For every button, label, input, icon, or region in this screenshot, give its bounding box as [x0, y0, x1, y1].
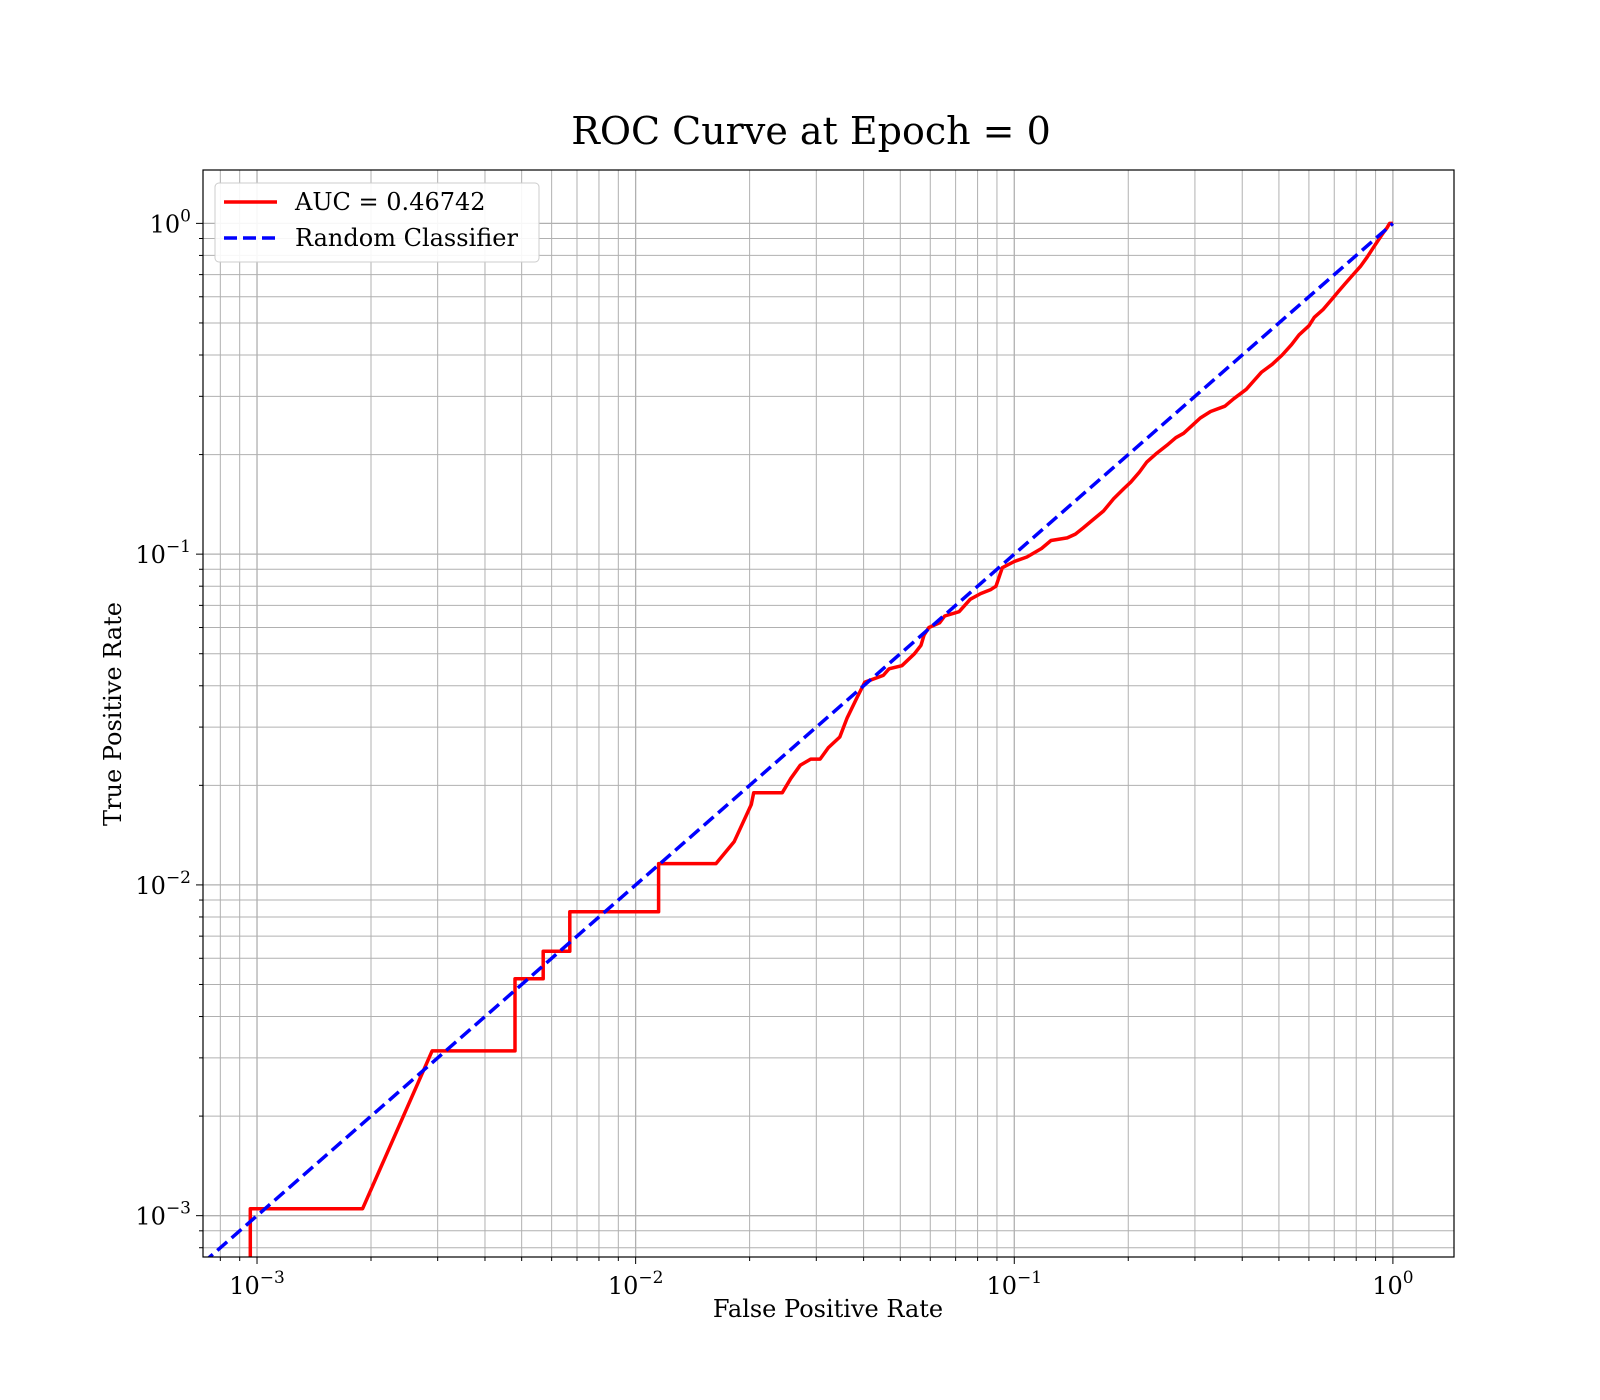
x-tick-label: 10−1 [986, 1268, 1042, 1300]
legend-label-random: Random Classifier [295, 224, 518, 252]
x-tick-label: 100 [1372, 1268, 1413, 1300]
legend-box [214, 182, 540, 263]
x-axis-label: False Positive Rate [713, 1295, 943, 1323]
legend-label-auc: AUC = 0.46742 [294, 188, 486, 216]
y-tick-label: 10−2 [135, 868, 191, 900]
x-tick-label: 10−2 [608, 1268, 664, 1300]
tick-marks [196, 222, 1394, 1264]
legend: AUC = 0.46742 Random Classifier [214, 182, 540, 263]
y-tick-label: 10−3 [135, 1199, 191, 1231]
chart-title: ROC Curve at Epoch = 0 [571, 109, 1051, 153]
x-tick-label: 10−3 [229, 1268, 285, 1300]
random-classifier-line [207, 222, 1395, 1257]
grid [203, 170, 1454, 1257]
y-axis-label: True Positive Rate [99, 602, 127, 826]
roc-curve-line [248, 221, 1393, 1257]
series-layer [207, 221, 1395, 1257]
plot-frame [202, 169, 1455, 1258]
y-tick-label: 10−1 [135, 537, 191, 569]
y-tick-label: 100 [150, 206, 191, 238]
